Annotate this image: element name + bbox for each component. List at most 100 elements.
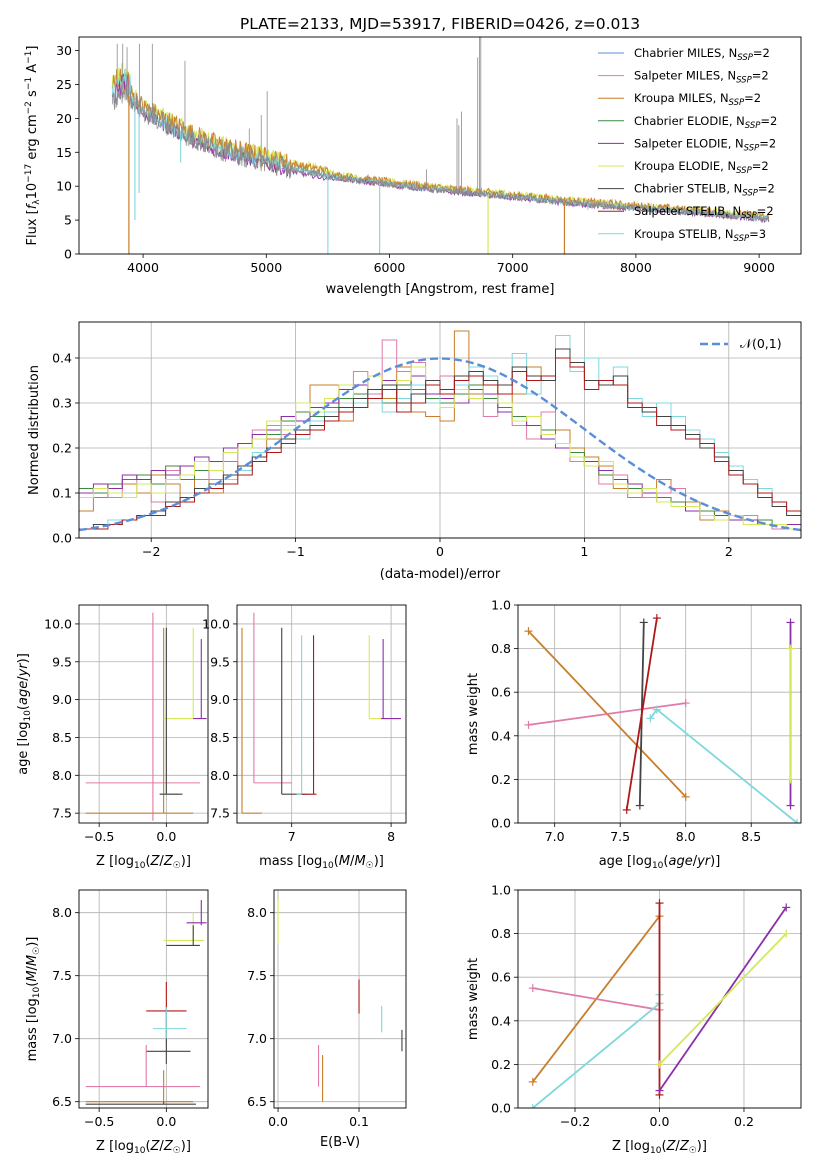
y-tick-label: 8.0 bbox=[247, 905, 267, 920]
y-tick-label: 7.0 bbox=[247, 1031, 267, 1046]
weight-line bbox=[532, 987, 660, 1011]
legend-label-sub: SSP bbox=[744, 143, 760, 153]
x-axis-label: E(B-V) bbox=[320, 1135, 360, 1150]
y-axis-label-part: Normed distribution bbox=[27, 365, 42, 495]
y-axis-label-part: −1 bbox=[24, 51, 34, 64]
y-tick-label: 0.6 bbox=[491, 685, 511, 700]
x-axis-label-part: 10 bbox=[652, 861, 664, 871]
panel-Z_age: −0.5 0.07.58.08.59.09.510.0Z [log10(Z/Z☉)… bbox=[16, 604, 209, 871]
legend-label-main: Kroupa STELIB, N bbox=[634, 227, 734, 241]
y-tick-label: 9.0 bbox=[210, 692, 230, 707]
legend-label-suffix: =2 bbox=[757, 204, 774, 218]
y-tick-label: 8.0 bbox=[210, 768, 230, 783]
x-axis-label-part: )] bbox=[181, 1139, 191, 1154]
legend-label-sub: SSP bbox=[741, 211, 757, 221]
figure-title: PLATE=2133, MJD=53917, FIBERID=0426, z=0… bbox=[240, 15, 640, 33]
legend-label: Chabrier ELODIE, NSSP=2 bbox=[634, 114, 777, 131]
x-axis-label-part: E(B-V) bbox=[320, 1135, 360, 1150]
legend-label-suffix: =2 bbox=[752, 159, 769, 173]
y-tick-label: 0.4 bbox=[491, 728, 511, 743]
y-tick-label: 15 bbox=[56, 145, 72, 160]
x-axis-label-part: ( bbox=[661, 1139, 666, 1154]
x-tick-label: −0.5 bbox=[84, 829, 114, 844]
y-axis-label-part: )] bbox=[16, 653, 31, 663]
y-axis-label-part: yr bbox=[16, 662, 31, 678]
y-tick-label: 6.5 bbox=[247, 1094, 267, 1109]
y-tick-label: 10.0 bbox=[202, 616, 230, 631]
x-axis-label-part: ☉ bbox=[173, 1146, 181, 1156]
weight-plot bbox=[524, 614, 801, 823]
x-axis-label-part: 10 bbox=[134, 1146, 146, 1156]
y-tick-label: 0.2 bbox=[491, 772, 511, 787]
legend-label-main: Salpeter MILES, N bbox=[634, 69, 736, 83]
legend-label-suffix: =2 bbox=[752, 69, 769, 83]
y-axis-label-part: mass weight bbox=[466, 673, 481, 755]
x-axis-label: age [log10(age/yr)] bbox=[599, 854, 721, 871]
legend-label-main: Chabrier ELODIE, N bbox=[634, 114, 745, 128]
x-tick-label: 7000 bbox=[497, 260, 529, 275]
x-axis-label-part: ( bbox=[663, 854, 668, 869]
x-axis-label-part: Z bbox=[150, 1139, 161, 1154]
panel-residuals: −2 −1 0 1 2 0.0 0.1 0.2 0.3 0.4 𝒩(0,1) (data-model)… bbox=[27, 321, 802, 582]
y-tick-label: 9.0 bbox=[52, 692, 72, 707]
legend-label-main: Salpeter STELIB, N bbox=[634, 204, 741, 218]
x-axis-label-part: 10 bbox=[650, 1146, 662, 1156]
x-axis-label-part: / bbox=[675, 1139, 680, 1154]
model-spectrum-line bbox=[111, 62, 770, 220]
y-axis-label: mass [log10(M/M☉)] bbox=[25, 937, 42, 1062]
y-tick-label: 8.0 bbox=[52, 768, 72, 783]
legend-label: Salpeter ELODIE, NSSP=2 bbox=[634, 136, 776, 153]
x-axis-label-part: 10 bbox=[134, 861, 146, 871]
y-tick-label: 0.0 bbox=[491, 1101, 511, 1116]
y-axis-label-part: 10 bbox=[25, 183, 40, 200]
axes-frame bbox=[517, 889, 802, 1109]
weight-line bbox=[656, 708, 798, 823]
y-tick-label: 0.8 bbox=[491, 641, 511, 656]
y-tick-label: 1.0 bbox=[491, 598, 511, 613]
y-tick-label: 8.5 bbox=[52, 730, 72, 745]
y-axis-label: mass weight bbox=[466, 673, 481, 755]
legend-label-sub: SSP bbox=[742, 189, 758, 199]
data-spectrum-line bbox=[111, 84, 770, 223]
y-tick-label: 5 bbox=[64, 213, 72, 228]
y-tick-label: 20 bbox=[56, 111, 72, 126]
residual-legend: 𝒩(0,1) bbox=[700, 336, 782, 351]
y-axis-label-part: age bbox=[16, 681, 31, 705]
x-tick-label: 7.0 bbox=[545, 829, 565, 844]
x-tick-label: 0.0 bbox=[156, 829, 176, 844]
x-tick-label: 0.0 bbox=[268, 1114, 288, 1129]
legend-label-sub: SSP bbox=[737, 53, 753, 63]
x-tick-label: 8.0 bbox=[676, 829, 696, 844]
y-axis-label-part: −2 bbox=[24, 101, 34, 114]
y-tick-label: 7.5 bbox=[210, 806, 230, 821]
x-axis-label-part: ( bbox=[334, 854, 339, 869]
axes-frame bbox=[273, 889, 407, 1109]
legend-label: Kroupa STELIB, NSSP=3 bbox=[634, 227, 766, 244]
axes-frame bbox=[236, 604, 407, 824]
x-axis-label-part: Z [log bbox=[96, 854, 134, 869]
y-axis-label-part: M bbox=[25, 955, 40, 966]
y-axis-label-part: ( bbox=[16, 705, 31, 710]
legend-label: Kroupa ELODIE, NSSP=2 bbox=[634, 159, 769, 176]
y-tick-label: 7.5 bbox=[52, 968, 72, 983]
x-tick-label: 0.1 bbox=[349, 1114, 369, 1129]
x-tick-label: −0.2 bbox=[560, 1114, 590, 1129]
x-tick-label: 0.2 bbox=[734, 1114, 754, 1129]
x-axis-label-part: wavelength [Angstrom, rest frame] bbox=[326, 282, 555, 297]
panel-spectrum: 4000 5000 6000 7000 8000 9000 0 5 10 15 20 25 30 Chab… bbox=[24, 36, 802, 297]
y-axis-label-part: / bbox=[25, 965, 40, 970]
y-axis-label-part: A bbox=[25, 64, 40, 77]
legend-label-suffix: =2 bbox=[760, 114, 777, 128]
x-tick-label: −0.5 bbox=[84, 1114, 114, 1129]
x-axis-label-part: )] bbox=[374, 854, 384, 869]
legend-label-suffix: =3 bbox=[749, 227, 766, 241]
y-axis-label-part: −1 bbox=[24, 77, 34, 90]
weight-line bbox=[658, 932, 787, 1066]
y-axis-label-part: mass weight bbox=[466, 958, 481, 1040]
y-tick-label: 0.2 bbox=[52, 441, 72, 456]
y-axis-label-part: ( bbox=[25, 982, 40, 987]
y-axis-label-part: mass [log bbox=[25, 998, 40, 1061]
